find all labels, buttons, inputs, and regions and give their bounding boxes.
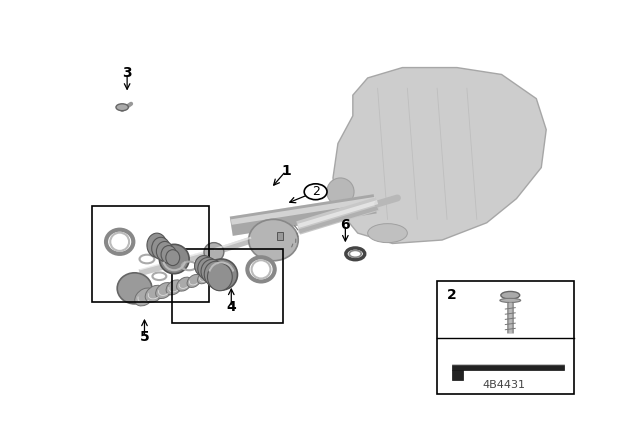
Ellipse shape — [500, 298, 521, 302]
Text: 4: 4 — [227, 300, 236, 314]
Ellipse shape — [501, 292, 520, 299]
Bar — [172, 249, 284, 323]
Ellipse shape — [201, 259, 223, 284]
Text: 5: 5 — [140, 330, 149, 344]
Ellipse shape — [166, 250, 180, 266]
Text: 3: 3 — [122, 66, 132, 80]
Ellipse shape — [156, 241, 173, 262]
Text: 4B4431: 4B4431 — [483, 380, 525, 390]
Text: 1: 1 — [281, 164, 291, 178]
Bar — [437, 281, 573, 393]
Text: 6: 6 — [340, 218, 350, 232]
Ellipse shape — [198, 258, 218, 280]
Ellipse shape — [116, 104, 129, 111]
Ellipse shape — [198, 272, 211, 284]
Text: 2: 2 — [447, 289, 457, 302]
Ellipse shape — [187, 275, 201, 288]
Ellipse shape — [367, 224, 407, 243]
Ellipse shape — [327, 178, 354, 206]
Ellipse shape — [159, 244, 189, 274]
Text: 2: 2 — [312, 185, 319, 198]
Ellipse shape — [145, 285, 164, 302]
Ellipse shape — [152, 237, 170, 259]
Ellipse shape — [248, 220, 298, 261]
Bar — [277, 233, 283, 240]
Polygon shape — [333, 68, 547, 244]
Ellipse shape — [205, 259, 237, 290]
Ellipse shape — [195, 255, 213, 276]
Ellipse shape — [177, 277, 192, 291]
Ellipse shape — [166, 280, 182, 295]
Ellipse shape — [204, 261, 228, 287]
Ellipse shape — [147, 233, 167, 257]
Bar — [452, 364, 564, 370]
Circle shape — [304, 184, 327, 200]
Ellipse shape — [204, 243, 224, 262]
Ellipse shape — [117, 273, 152, 304]
Ellipse shape — [207, 263, 232, 291]
Bar — [92, 206, 209, 302]
Ellipse shape — [161, 246, 177, 263]
Ellipse shape — [135, 288, 154, 306]
Bar — [452, 370, 463, 380]
Ellipse shape — [156, 283, 173, 298]
